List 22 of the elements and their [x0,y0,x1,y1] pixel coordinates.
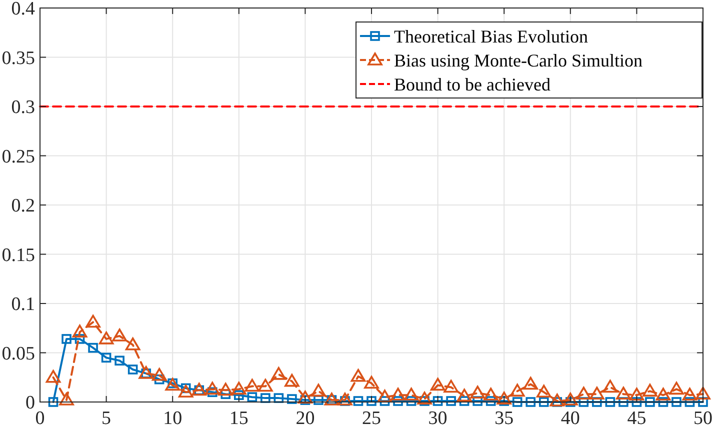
y-tick-label: 0.1 [11,294,35,316]
legend-label: Theoretical Bias Evolution [394,26,588,46]
y-tick-label: 0.05 [2,343,35,364]
x-tick-label: 15 [229,408,248,429]
x-tick-label: 35 [494,408,514,429]
y-tick-label: 0.15 [2,244,35,266]
y-tick-label: 0.4 [11,0,36,20]
y-tick-label: 0.35 [2,48,35,69]
x-tick-label: 45 [627,408,646,429]
legend-label: Bound to be achieved [394,74,550,94]
y-tick-label: 0 [26,392,35,414]
legend-label: Bias using Monte-Carlo Simultion [394,50,643,70]
x-tick-label: 5 [102,408,112,429]
x-tick-label: 25 [362,408,381,429]
x-tick-label: 30 [428,408,448,429]
y-tick-label: 0.2 [11,196,35,217]
x-tick-label: 40 [560,408,580,429]
y-tick-label: 0.3 [11,97,35,118]
x-tick-label: 10 [163,408,182,429]
x-tick-label: 50 [694,408,712,429]
y-tick-label: 0.25 [2,146,35,168]
x-tick-label: 20 [296,408,315,429]
